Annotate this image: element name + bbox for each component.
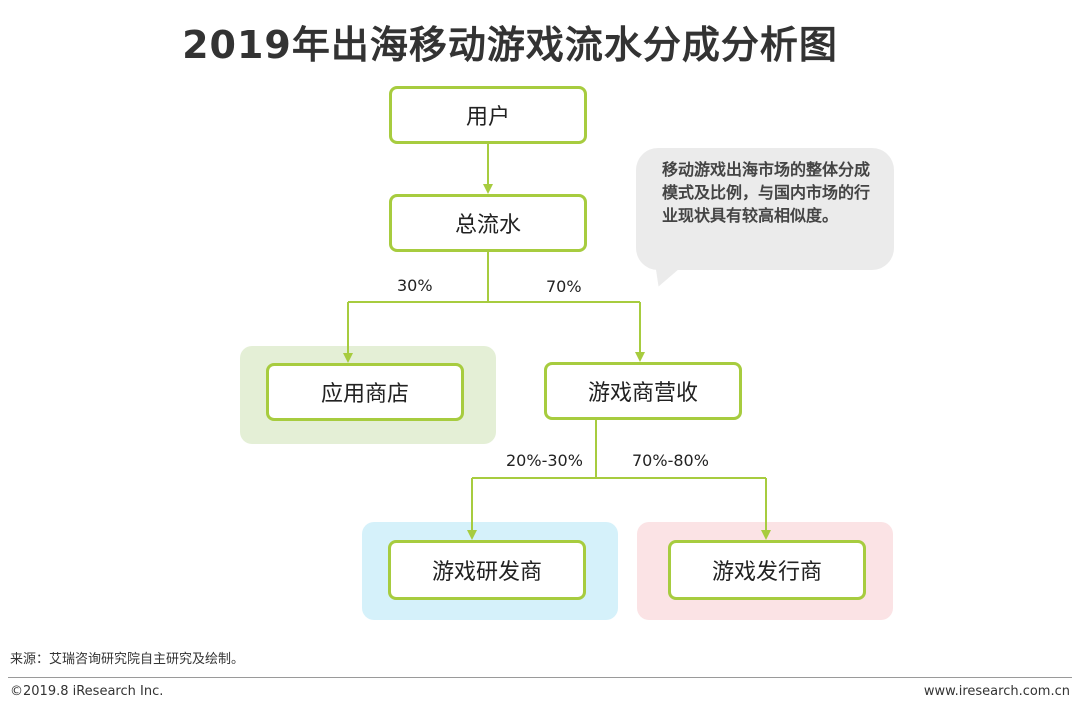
node-developer: 游戏研发商 — [388, 540, 586, 600]
node-publisher: 游戏发行商 — [668, 540, 866, 600]
node-game-revenue: 游戏商营收 — [544, 362, 742, 420]
callout-bubble: 移动游戏出海市场的整体分成模式及比例，与国内市场的行业现状具有较高相似度。 — [636, 148, 894, 270]
footer-copyright: ©2019.8 iResearch Inc. — [10, 684, 164, 699]
label-publisher-share: 70%-80% — [632, 451, 709, 470]
label-store-share: 30% — [397, 276, 433, 295]
node-total-revenue: 总流水 — [389, 194, 587, 252]
source-note: 来源：艾瑞咨询研究院自主研究及绘制。 — [10, 652, 245, 667]
node-app-store: 应用商店 — [266, 363, 464, 421]
footer-divider — [8, 677, 1072, 678]
label-developer-share: 20%-30% — [506, 451, 583, 470]
page-title: 2019年出海移动游戏流水分成分析图 — [182, 23, 838, 67]
label-game-share: 70% — [546, 277, 582, 296]
footer-website: www.iresearch.com.cn — [923, 684, 1070, 699]
node-user: 用户 — [389, 86, 587, 144]
